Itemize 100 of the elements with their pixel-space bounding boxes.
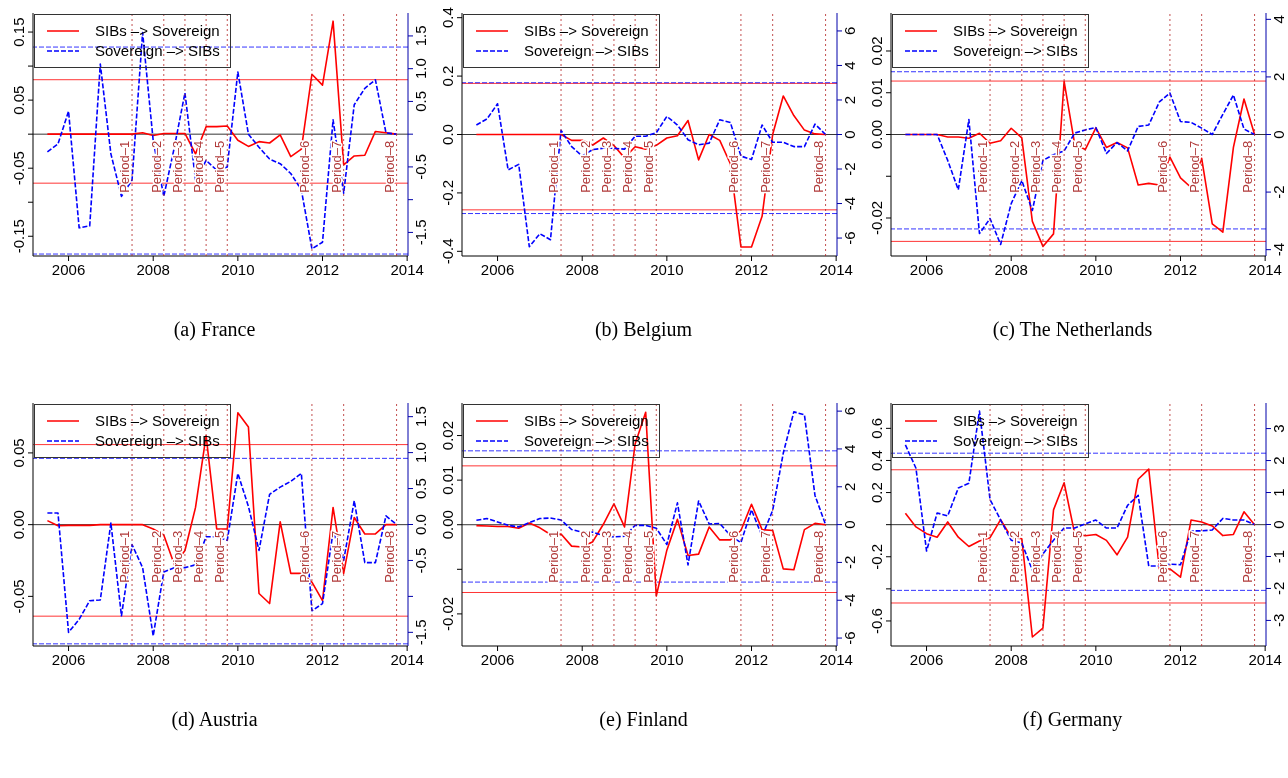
x-tick-label: 2014 [819, 651, 853, 668]
y2-tick-label: 1.0 [412, 442, 429, 464]
ref-line-label: Period–6 [296, 140, 312, 193]
ref-line-label: Period–8 [810, 140, 826, 193]
text: (a) France [172, 318, 257, 341]
y2-tick-label: -1.5 [412, 619, 429, 646]
y-tick-label: 0.6 [868, 417, 885, 439]
legend-label: SIBs –> Sovereign [95, 411, 220, 431]
ref-line-label: Period–3 [1027, 530, 1043, 583]
y-tick-label: 0.2 [439, 65, 456, 87]
ref-line-label: Period–7 [328, 140, 344, 193]
ref-line-label: Period–5 [212, 530, 228, 583]
y-tick-label: -0.2 [439, 179, 456, 206]
ref-line-label: Period–6 [1154, 140, 1170, 193]
x-tick-label: 2014 [390, 651, 424, 668]
ref-line-label: Period–5 [641, 530, 657, 583]
ref-line-label: Period–8 [1239, 530, 1255, 583]
y2-tick-label: 4 [841, 444, 858, 454]
y2-tick-label: 1.5 [412, 25, 429, 47]
ref-line-label: Period–2 [577, 530, 593, 583]
y-tick-label: 0.00 [439, 510, 456, 540]
y2-tick-label: -2 [1270, 581, 1287, 596]
y-tick-label: -0.05 [10, 151, 27, 186]
y2-tick-label: -6 [841, 631, 858, 645]
x-tick-label: 2012 [734, 651, 769, 668]
ref-line-label: Period–7 [757, 530, 773, 583]
y2-tick-label: 0 [841, 130, 858, 139]
y2-tick-label: 2 [1270, 72, 1287, 82]
x-tick-label: 2012 [1163, 261, 1198, 278]
x-tick-label: 2008 [565, 651, 599, 668]
x-tick-label: 2008 [565, 261, 599, 278]
x-tick-label: 2006 [480, 261, 515, 278]
legend-label: SIBs –> Sovereign [953, 21, 1078, 41]
ref-line-label: Period–4 [620, 140, 636, 193]
y2-tick-label: -2 [841, 162, 858, 176]
x-tick-label: 2014 [819, 261, 853, 278]
ref-line-label: Period–5 [641, 140, 657, 193]
ref-line-label: Period–2 [148, 140, 164, 193]
y2-tick-label: 0 [1270, 130, 1287, 139]
ref-line-label: Period–8 [1239, 140, 1255, 193]
y2-tick-label: -2 [841, 555, 858, 570]
x-tick-label: 2010 [221, 651, 255, 668]
ref-line-label: Period–1 [975, 140, 991, 193]
ref-line-label: Period–2 [577, 140, 593, 193]
ref-line-label: Period–8 [810, 530, 826, 583]
ref-line-label: Period–1 [117, 140, 133, 193]
y-tick-label: 0.0 [439, 124, 456, 145]
y2-tick-label: 0 [841, 520, 858, 529]
x-tick-label: 2012 [305, 261, 340, 278]
x-tick-label: 2010 [650, 651, 684, 668]
y-tick-label: 0.15 [10, 17, 27, 47]
legend-label: Sovereign –> SIBs [953, 41, 1078, 61]
ref-line-label: Period–2 [1006, 530, 1022, 583]
y-tick-label: -0.15 [10, 219, 27, 254]
y-tick-label: 0.02 [868, 36, 885, 66]
ref-line-label: Period–4 [1049, 530, 1065, 583]
y2-tick-label: -6 [841, 231, 858, 245]
ref-line-label: Period–5 [212, 140, 228, 193]
ref-line-label: Period–3 [169, 140, 185, 193]
y2-tick-label: 0.5 [412, 478, 429, 499]
y2-tick-label: 0.0 [412, 514, 429, 535]
x-tick-label: 2012 [305, 651, 340, 668]
ref-line-label: Period–7 [1186, 530, 1202, 583]
ref-line-label: Period–4 [191, 140, 207, 193]
y2-tick-label: -3 [1270, 613, 1287, 628]
y-tick-label: -0.2 [868, 543, 885, 570]
y2-tick-label: 0.5 [412, 90, 429, 112]
ref-line-label: Period–6 [725, 530, 741, 583]
x-tick-label: 2014 [390, 261, 424, 278]
legend-label: Sovereign –> SIBs [95, 41, 220, 61]
y2-tick-label: 0 [1270, 520, 1287, 529]
ref-line-label: Period–3 [169, 530, 185, 583]
x-tick-label: 2010 [1079, 261, 1113, 278]
ref-line-label: Period–3 [598, 530, 614, 583]
y2-tick-label: 1 [1270, 488, 1287, 497]
text: (c) The Netherlands [991, 318, 1154, 341]
y-tick-label: -0.05 [10, 579, 27, 614]
x-tick-label: 2010 [221, 261, 255, 278]
y2-tick-label: 4 [841, 61, 858, 70]
y2-tick-label: 3 [1270, 424, 1287, 433]
ref-line-label: Period–5 [1070, 530, 1086, 583]
y2-tick-label: 2 [1270, 456, 1287, 465]
x-tick-label: 2010 [650, 261, 684, 278]
text: (b) Belgium [593, 318, 694, 341]
x-tick-label: 2006 [909, 651, 944, 668]
y2-tick-label: 2 [841, 482, 858, 491]
x-tick-label: 2006 [909, 261, 944, 278]
ref-line-label: Period–4 [620, 530, 636, 583]
legend-label: Sovereign –> SIBs [524, 41, 649, 61]
y-tick-label: -0.02 [868, 200, 885, 236]
y-tick-label: 0.4 [868, 450, 885, 471]
x-tick-label: 2006 [51, 261, 86, 278]
x-tick-label: 2006 [51, 651, 86, 668]
y2-tick-label: 2 [841, 95, 858, 105]
y-tick-label: 0.00 [868, 119, 885, 150]
ref-line-label: Period–1 [546, 530, 562, 583]
y-tick-label: 0.05 [10, 438, 27, 468]
y2-tick-label: -4 [841, 196, 858, 211]
ref-line-label: Period–4 [1049, 140, 1065, 193]
ref-line-label: Period–5 [1070, 140, 1086, 193]
